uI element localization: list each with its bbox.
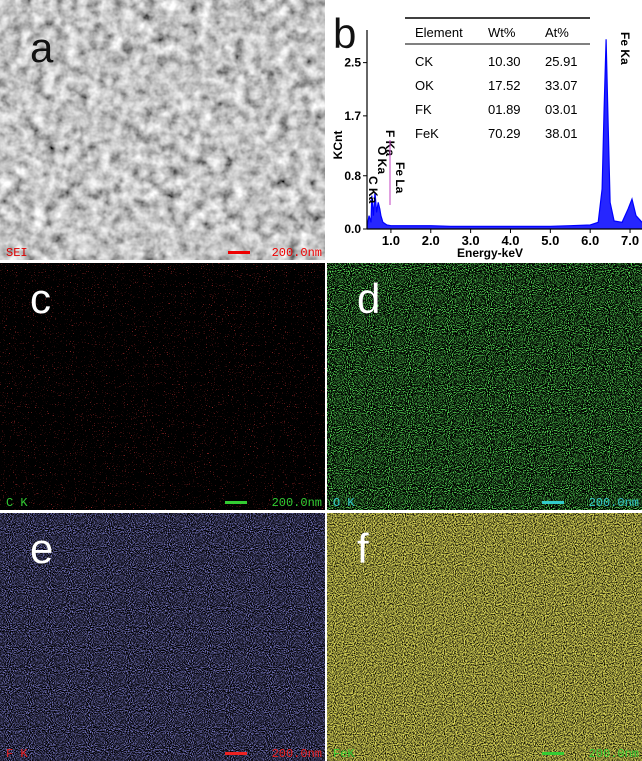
scale-bar xyxy=(542,501,564,504)
table-header: Element xyxy=(415,25,463,40)
x-axis-label: Energy-keV xyxy=(457,246,523,260)
table-cell: 01.89 xyxy=(488,102,521,117)
scale-bar xyxy=(542,752,564,755)
table-cell: 70.29 xyxy=(488,126,521,141)
peak-label: C Ka xyxy=(366,176,380,204)
scale-bar-label: 200.0nm xyxy=(272,246,322,260)
y-tick-label: 0.8 xyxy=(344,169,361,183)
map-texture xyxy=(327,263,642,510)
table-cell: 03.01 xyxy=(545,102,578,117)
y-axis-label: KCnt xyxy=(331,131,345,160)
element-maps: c C K 200.0nm d O K 200.0nm e F K 200.0nm f FeK 200… xyxy=(0,263,642,761)
x-tick-label: 6.0 xyxy=(581,233,599,248)
table-header: Wt% xyxy=(488,25,516,40)
scale-bar-label: 200.0nm xyxy=(272,747,322,761)
map-texture xyxy=(0,263,325,510)
x-tick-label: 2.0 xyxy=(422,233,440,248)
x-tick-label: 4.0 xyxy=(501,233,519,248)
panel-letter: e xyxy=(30,525,53,572)
x-tick-label: 5.0 xyxy=(541,233,559,248)
spectrum-line xyxy=(366,39,642,228)
table-cell: 10.30 xyxy=(488,54,521,69)
element-label: C K xyxy=(6,496,28,510)
panel-letter: a xyxy=(30,24,54,71)
table-cell: 33.07 xyxy=(545,78,578,93)
scale-bar xyxy=(225,501,247,504)
element-label: F K xyxy=(6,747,28,761)
map-texture xyxy=(0,513,325,761)
table-cell: 25.91 xyxy=(545,54,578,69)
y-tick-label: 2.5 xyxy=(344,56,361,70)
panel-letter: d xyxy=(357,275,380,322)
table-cell: CK xyxy=(415,54,433,69)
table-cell: FeK xyxy=(415,126,439,141)
peak-label: O Ka xyxy=(375,146,389,174)
table-cell: 38.01 xyxy=(545,126,578,141)
sem-texture xyxy=(0,0,325,260)
scale-bar-label: 200.0nm xyxy=(589,747,639,761)
table-cell: 17.52 xyxy=(488,78,521,93)
panel-letter: c xyxy=(30,275,51,322)
peak-label: Fe La xyxy=(393,162,407,194)
panel-letter: f xyxy=(357,525,369,572)
x-tick-label: 7.0 xyxy=(621,233,639,248)
scale-bar-label: 200.0nm xyxy=(272,496,322,510)
y-tick-label: 0.0 xyxy=(344,222,361,236)
map-texture xyxy=(327,513,642,761)
scale-bar xyxy=(225,752,247,755)
scale-bar-label: 200.0nm xyxy=(589,496,639,510)
element-label: FeK xyxy=(333,747,355,761)
detector-label: SEI xyxy=(6,246,28,260)
scale-bar xyxy=(228,251,250,254)
table-header: At% xyxy=(545,25,569,40)
spectrum-plot: 0.0 0.8 1.7 2.5 1.0 2.0 3.0 4.0 5.0 6.0 7.0 C Ka O K… xyxy=(344,17,642,248)
x-tick-label: 1.0 xyxy=(382,233,400,248)
peak-label: Fe Ka xyxy=(618,32,632,65)
element-label: O K xyxy=(333,496,355,510)
panel-letter: b xyxy=(333,10,356,57)
y-tick-label: 1.7 xyxy=(344,109,361,123)
table-cell: FK xyxy=(415,102,432,117)
table-cell: OK xyxy=(415,78,434,93)
x-tick-label: 3.0 xyxy=(462,233,480,248)
